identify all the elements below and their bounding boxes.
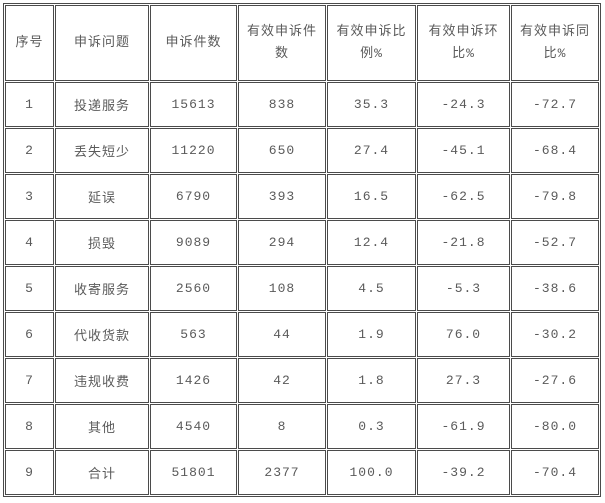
table-cell: 6	[5, 312, 54, 357]
table-row: 6 代收货款 563 44 1.9 76.0 -30.2	[5, 312, 599, 357]
table-cell: 1.8	[327, 358, 416, 403]
table-cell: -70.4	[511, 450, 599, 495]
complaints-table: 序号 申诉问题 申诉件数 有效申诉件 数有效申诉比 例% 有效申诉环 比% 有效申诉同 比…	[3, 3, 601, 497]
table-cell: 16.5	[327, 174, 416, 219]
table-cell: 4	[5, 220, 54, 265]
table-cell: 12.4	[327, 220, 416, 265]
table-cell: -68.4	[511, 128, 599, 173]
table-cell: -30.2	[511, 312, 599, 357]
table-cell: 7	[5, 358, 54, 403]
table-cell: 5	[5, 266, 54, 311]
table-cell: 650	[238, 128, 326, 173]
table-cell: -79.8	[511, 174, 599, 219]
table-cell: 延误	[55, 174, 149, 219]
table-cell: 1426	[150, 358, 237, 403]
table-cell: 1.9	[327, 312, 416, 357]
table-cell: 2	[5, 128, 54, 173]
table-cell: 15613	[150, 82, 237, 127]
table-cell: 9	[5, 450, 54, 495]
table-cell: 其他	[55, 404, 149, 449]
table-cell: 11220	[150, 128, 237, 173]
table-cell: -24.3	[417, 82, 510, 127]
table-cell: 563	[150, 312, 237, 357]
table-cell: -61.9	[417, 404, 510, 449]
table-cell: 4.5	[327, 266, 416, 311]
table-row: 4 损毁 9089 294 12.4 -21.8 -52.7	[5, 220, 599, 265]
header-row: 序号 申诉问题 申诉件数 有效申诉件 数有效申诉比 例% 有效申诉环 比% 有效申诉同 比…	[5, 5, 599, 81]
table-cell: 108	[238, 266, 326, 311]
table-cell: -62.5	[417, 174, 510, 219]
column-header: 申诉件数	[150, 5, 237, 81]
table-row: 3 延误 6790 393 16.5 -62.5 -79.8	[5, 174, 599, 219]
table-cell: 9089	[150, 220, 237, 265]
table-cell: 2560	[150, 266, 237, 311]
column-header: 有效申诉环 比%	[417, 5, 510, 81]
table-cell: 4540	[150, 404, 237, 449]
table-cell: -80.0	[511, 404, 599, 449]
table-cell: 代收货款	[55, 312, 149, 357]
table-cell: 投递服务	[55, 82, 149, 127]
column-header: 有效申诉同 比%	[511, 5, 599, 81]
column-header: 序号	[5, 5, 54, 81]
column-header: 有效申诉件 数	[238, 5, 326, 81]
table-cell: 27.4	[327, 128, 416, 173]
table-cell: 35.3	[327, 82, 416, 127]
table-cell: 51801	[150, 450, 237, 495]
column-header: 有效申诉比 例%	[327, 5, 416, 81]
table-cell: -5.3	[417, 266, 510, 311]
table-cell: -38.6	[511, 266, 599, 311]
table-cell: 27.3	[417, 358, 510, 403]
table-cell: 8	[238, 404, 326, 449]
table-cell: -27.6	[511, 358, 599, 403]
table-row: 8 其他 4540 8 0.3 -61.9 -80.0	[5, 404, 599, 449]
table-cell: 100.0	[327, 450, 416, 495]
table-cell: 8	[5, 404, 54, 449]
table-row: 2 丢失短少 11220 650 27.4 -45.1 -68.4	[5, 128, 599, 173]
table-row: 5 收寄服务 2560 108 4.5 -5.3 -38.6	[5, 266, 599, 311]
table-cell: 违规收费	[55, 358, 149, 403]
table-cell: -45.1	[417, 128, 510, 173]
table-cell: 1	[5, 82, 54, 127]
table-cell: 2377	[238, 450, 326, 495]
table-cell: 合计	[55, 450, 149, 495]
table-cell: -52.7	[511, 220, 599, 265]
table-cell: 44	[238, 312, 326, 357]
table-cell: 0.3	[327, 404, 416, 449]
table-cell: -21.8	[417, 220, 510, 265]
table-cell: 损毁	[55, 220, 149, 265]
table-cell: 838	[238, 82, 326, 127]
table-cell: -72.7	[511, 82, 599, 127]
table-cell: 76.0	[417, 312, 510, 357]
table-body: 1 投递服务 15613 838 35.3 -24.3 -72.7 2 丢失短少 11220 650…	[5, 82, 599, 495]
table-cell: -39.2	[417, 450, 510, 495]
table-cell: 3	[5, 174, 54, 219]
table-row: 9 合计 51801 2377 100.0 -39.2 -70.4	[5, 450, 599, 495]
table-row: 1 投递服务 15613 838 35.3 -24.3 -72.7	[5, 82, 599, 127]
table-row: 7 违规收费 1426 42 1.8 27.3 -27.6	[5, 358, 599, 403]
table-cell: 收寄服务	[55, 266, 149, 311]
table-cell: 丢失短少	[55, 128, 149, 173]
table-cell: 393	[238, 174, 326, 219]
table-cell: 294	[238, 220, 326, 265]
column-header: 申诉问题	[55, 5, 149, 81]
table-cell: 42	[238, 358, 326, 403]
table-cell: 6790	[150, 174, 237, 219]
